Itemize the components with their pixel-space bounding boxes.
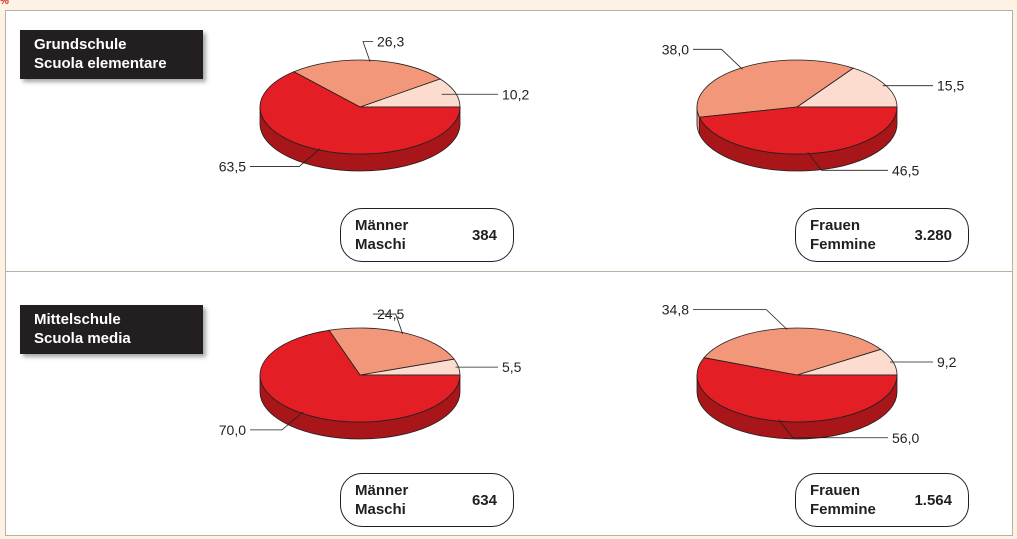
group-box-maenner-mittelschule: Männer Maschi 634 [340, 473, 514, 527]
leader-line [362, 41, 373, 62]
group-total: 384 [471, 227, 497, 244]
pie-slice-0 [795, 67, 898, 108]
leader-line [250, 148, 321, 167]
group-total: 3.280 [914, 227, 952, 244]
group-box-frauen-mittelschule: Frauen Femmine 1.564 [795, 473, 969, 527]
leader-line [250, 411, 304, 431]
slice-label: 26,3 [377, 34, 404, 50]
section-title-line-it: Scuola media [34, 330, 131, 347]
group-name-it: Femmine [810, 501, 876, 518]
leader-line [807, 152, 888, 171]
leader-line [693, 309, 788, 330]
group-name-de: Frauen [810, 482, 861, 499]
group-name-it: Maschi [355, 501, 406, 518]
section-divider [5, 271, 1013, 272]
leader-line [778, 419, 888, 439]
group-name-de: Männer [355, 217, 409, 234]
group-name-it: Maschi [355, 236, 406, 253]
group-name-it: Femmine [810, 236, 876, 253]
slice-label: 9,2 [937, 354, 957, 370]
group-name-de: Frauen [810, 217, 861, 234]
section-title-grundschule: Grundschule Scuola elementare [20, 30, 203, 79]
group-total: 1.564 [914, 492, 952, 509]
slice-label: 15,5 [937, 78, 964, 94]
leader-line [373, 313, 404, 335]
section-title-line-de: Mittelschule [34, 311, 121, 328]
slice-label: 46,5 [892, 162, 919, 178]
section-title-line-it: Scuola elementare [34, 55, 167, 72]
group-box-frauen-grundschule: Frauen Femmine 3.280 [795, 208, 969, 262]
slice-label: 34,8 [662, 302, 689, 318]
group-name-de: Männer [355, 482, 409, 499]
slice-label: 38,0 [662, 41, 689, 57]
leader-line [693, 48, 743, 70]
section-title-mittelschule: Mittelschule Scuola media [20, 305, 203, 354]
slice-label: 70,0 [219, 422, 246, 438]
slice-label: 10,2 [502, 86, 529, 102]
section-title-line-de: Grundschule [34, 36, 127, 53]
slice-label: 5,5 [502, 359, 522, 375]
slice-label: 24,5 [377, 306, 404, 322]
pie-slice-1 [328, 327, 455, 376]
pie-slice-2 [696, 357, 898, 423]
slice-label: 56,0 [892, 430, 919, 446]
pie-slice-2 [698, 106, 898, 155]
pie-slice-1 [703, 327, 882, 376]
slice-label: 63,5 [219, 159, 246, 175]
unit-label: % [0, 0, 9, 7]
group-box-maenner-grundschule: Männer Maschi 384 [340, 208, 514, 262]
pie-slice-1 [292, 59, 442, 108]
group-total: 634 [471, 492, 497, 509]
